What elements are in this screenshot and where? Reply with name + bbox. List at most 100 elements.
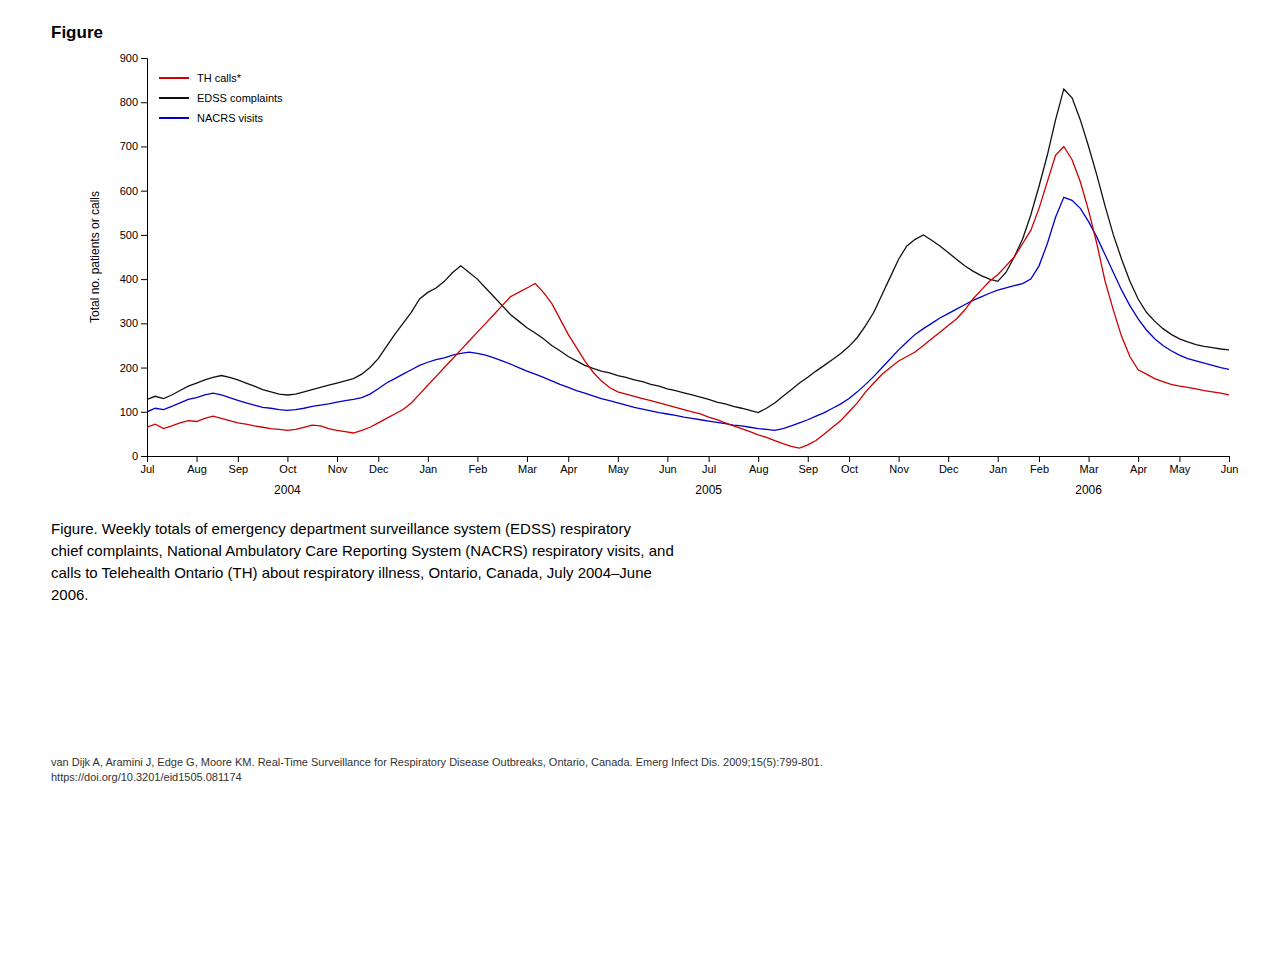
x-tick: Jun	[1221, 456, 1239, 475]
x-tick-mark	[618, 456, 619, 462]
legend-label: NACRS visits	[197, 112, 264, 124]
x-tick-mark	[758, 456, 759, 462]
y-tick-label: 500	[120, 229, 138, 241]
x-tick-mark	[998, 456, 999, 462]
x-tick-mark	[1089, 456, 1090, 462]
x-tick-label: Jan	[419, 463, 437, 475]
x-tick-label: Apr	[1130, 463, 1147, 475]
series-line	[147, 197, 1229, 430]
x-tick: May	[608, 456, 629, 475]
x-tick-mark	[899, 456, 900, 462]
citation-line: https://doi.org/10.3201/eid1505.081174	[51, 771, 242, 783]
y-tick: 900	[120, 52, 147, 64]
y-tick-mark	[141, 368, 147, 369]
y-tick-label: 800	[120, 96, 138, 108]
x-tick: Mar	[518, 456, 537, 475]
x-tick-mark	[709, 456, 710, 462]
lines	[147, 89, 1229, 448]
x-tick-label: Feb	[1030, 463, 1049, 475]
x-tick: Jan	[419, 456, 437, 475]
legend: TH calls* EDSS complaints NACRS visits	[159, 72, 283, 124]
x-tick: Mar	[1080, 456, 1099, 475]
chart-container: FigureJulAugSepOctNovDecJanFebMarAprMayJ…	[0, 0, 1280, 960]
x-tick: Jul	[702, 456, 716, 475]
x-tick-label: Aug	[187, 463, 207, 475]
x-tick-mark	[1138, 456, 1139, 462]
y-tick-label: 200	[120, 362, 138, 374]
caption-line: chief complaints, National Ambulatory Ca…	[51, 542, 674, 559]
legend-item: EDSS complaints	[159, 92, 283, 104]
series-line	[147, 89, 1229, 413]
x-tick-mark	[287, 456, 288, 462]
x-tick: Feb	[468, 456, 487, 475]
x-tick-mark	[477, 456, 478, 462]
x-tick: Sep	[229, 456, 249, 475]
y-tick-mark	[141, 323, 147, 324]
y-tick-mark	[141, 279, 147, 280]
x-tick-mark	[1179, 456, 1180, 462]
year-annotation: 2006	[1075, 483, 1102, 497]
y-tick-mark	[141, 191, 147, 192]
y-tick-mark	[141, 58, 147, 59]
x-axis-line	[148, 457, 1230, 463]
series-line	[147, 146, 1229, 448]
x-tick-label: Oct	[841, 463, 858, 475]
x-tick-label: Dec	[939, 463, 959, 475]
y-tick: 400	[120, 273, 147, 285]
y-tick-label: 900	[120, 52, 138, 64]
x-tick-label: Jul	[140, 463, 154, 475]
x-axis: Jul Aug Sep Oct Nov Dec Jan Feb Mar Apr May Jun Jul A…	[140, 456, 1238, 475]
caption-line: Figure. Weekly totals of emergency depar…	[51, 520, 631, 537]
x-tick-label: Jun	[659, 463, 677, 475]
x-tick-label: Jun	[1221, 463, 1239, 475]
y-tick: 200	[120, 362, 147, 374]
x-tick-label: Nov	[889, 463, 909, 475]
y-tick: 800	[120, 96, 147, 108]
caption-line: calls to Telehealth Ontario (TH) about r…	[51, 564, 652, 581]
y-tick: 0	[132, 450, 147, 462]
legend-label: TH calls*	[197, 72, 242, 84]
y-tick: 700	[120, 140, 147, 152]
x-tick: Dec	[369, 456, 389, 475]
legend-swatch	[159, 97, 189, 99]
citation-line: van Dijk A, Aramini J, Edge G, Moore KM.…	[51, 756, 823, 768]
year-annotation: 2004	[274, 483, 301, 497]
x-tick-label: Oct	[279, 463, 296, 475]
x-tick-mark	[197, 456, 198, 462]
x-tick: Apr	[560, 456, 577, 475]
x-tick-label: Mar	[1080, 463, 1099, 475]
x-tick-mark	[337, 456, 338, 462]
x-tick: Nov	[328, 456, 348, 475]
y-axis: 0 100 200 300 400 500 600 700 800 900	[120, 52, 148, 462]
x-tick-mark	[1039, 456, 1040, 462]
y-tick: 100	[120, 406, 147, 418]
legend-swatch	[159, 117, 189, 119]
y-tick-mark	[141, 412, 147, 413]
y-tick-mark	[141, 235, 147, 236]
x-tick: Nov	[889, 456, 909, 475]
x-tick-label: Sep	[798, 463, 818, 475]
y-tick-label: 100	[120, 406, 138, 418]
y-tick-label: 300	[120, 317, 138, 329]
x-tick: Aug	[187, 456, 207, 475]
title: Figure	[51, 23, 103, 42]
y-tick-mark	[141, 146, 147, 147]
y-tick-mark	[141, 102, 147, 103]
x-tick: Jun	[659, 456, 677, 475]
x-tick: Jul	[140, 456, 154, 475]
y-axis-line	[141, 59, 148, 457]
x-tick-mark	[568, 456, 569, 462]
x-tick-label: Jul	[702, 463, 716, 475]
x-tick-mark	[378, 456, 379, 462]
x-tick: Oct	[841, 456, 858, 475]
x-tick: Dec	[939, 456, 959, 475]
x-tick: Feb	[1030, 456, 1049, 475]
y-tick-label: 400	[120, 273, 138, 285]
y-tick-label: 700	[120, 140, 138, 152]
legend-item: TH calls*	[159, 72, 242, 84]
x-tick-mark	[808, 456, 809, 462]
y-tick: 600	[120, 185, 147, 197]
x-tick-mark	[1229, 456, 1230, 462]
x-tick: May	[1170, 456, 1191, 475]
x-tick-label: May	[608, 463, 629, 475]
